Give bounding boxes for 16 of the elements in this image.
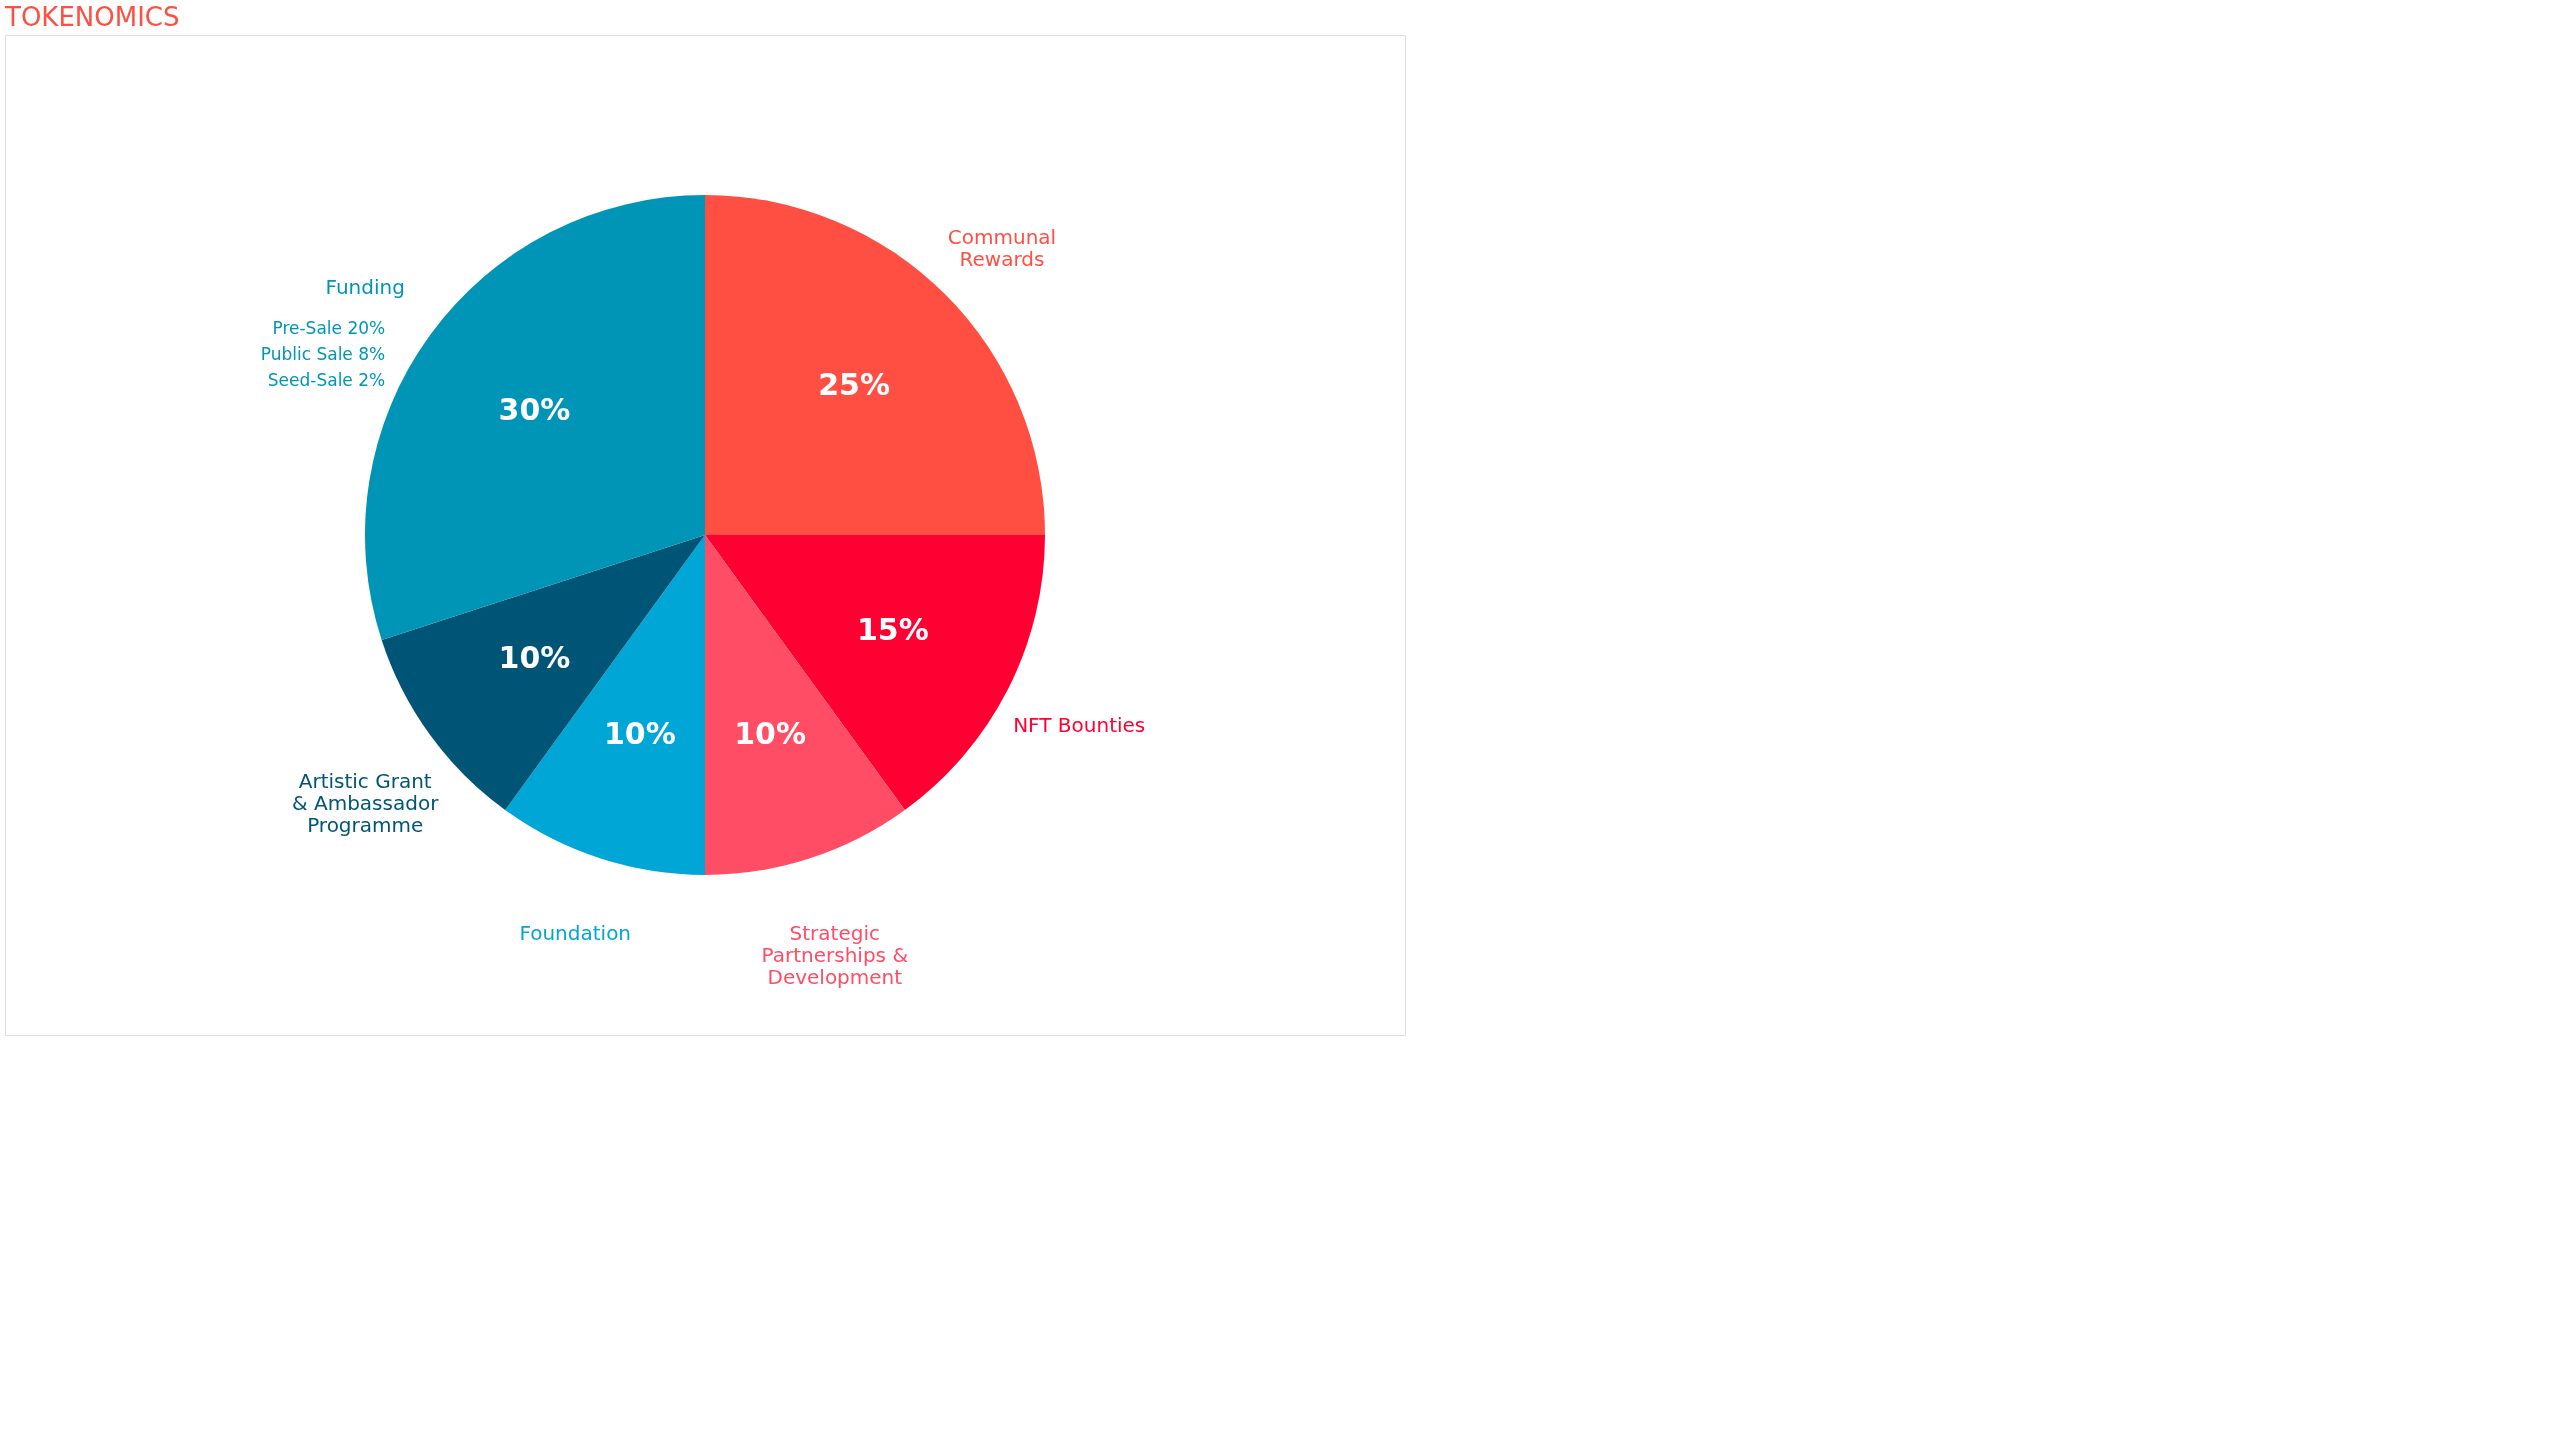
text: Pre-Sale 20% — [272, 318, 386, 339]
slice-label: Artistic Grant & Ambassador Programme — [292, 768, 440, 837]
chart-title: TOKENOMICS — [4, 2, 180, 32]
slice-label: Foundation — [519, 921, 632, 946]
slice-label: NFT Bounties — [1013, 712, 1146, 737]
data-label: 15% — [856, 611, 929, 647]
slice-label: Strategic Partnerships & Development — [761, 921, 908, 990]
data-label: 30% — [498, 392, 571, 428]
data-label: 10% — [498, 639, 571, 675]
data-label: 10% — [734, 716, 807, 752]
data-label: 25% — [818, 366, 890, 402]
slice-label: Communal Rewards — [947, 225, 1057, 272]
text: Seed-Sale 2% — [267, 370, 386, 391]
text: Public Sale 8% — [260, 344, 386, 365]
data-label: 10% — [603, 716, 676, 752]
slice-label: Funding — [325, 275, 405, 300]
